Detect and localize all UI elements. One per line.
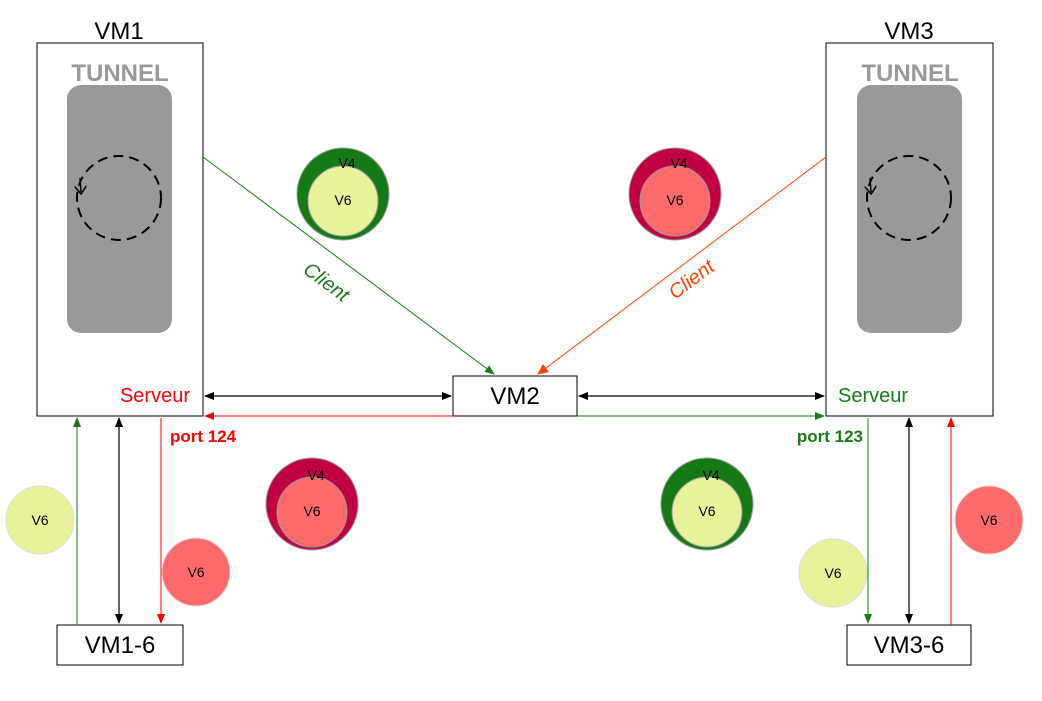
badge-top-right: V4 V6 xyxy=(628,147,722,241)
vm1-6-node: VM1-6 xyxy=(56,624,184,666)
badge-vm3-6-v6-down: V6 xyxy=(798,538,868,608)
vm1-tunnel-loop-icon xyxy=(76,154,162,241)
vm3-port-label: port 123 xyxy=(797,427,863,446)
badge-top-left-v6-label: V6 xyxy=(334,192,351,208)
edge-client-vm3-to-vm2 xyxy=(537,156,827,375)
badge-vm1-6-v6-up-label: V6 xyxy=(31,512,48,528)
vm3-loop-arrowhead xyxy=(870,177,871,192)
vm2-label: VM2 xyxy=(490,383,539,410)
badge-mid-left-v6-circle xyxy=(276,476,348,548)
vm3-node: VM3 TUNNEL Serveur port 123 xyxy=(797,18,994,446)
vm1-port-label: port 124 xyxy=(170,427,237,446)
badge-mid-left-v6-label: V6 xyxy=(303,503,320,519)
badge-top-right-v6-circle xyxy=(639,165,711,237)
edge-client-left-label: Client xyxy=(299,258,354,307)
badge-vm3-6-v6-up: V6 xyxy=(954,485,1024,555)
badge-mid-left: V4 V6 xyxy=(265,457,359,551)
vm1-6-label: VM1-6 xyxy=(85,632,156,659)
badge-top-left: V4 V6 xyxy=(296,147,390,241)
badge-vm1-6-v6-up: V6 xyxy=(5,485,75,555)
badge-vm1-6-v6-down-label: V6 xyxy=(187,564,204,580)
vm1-tunnel-block xyxy=(67,85,172,333)
vm3-tunnel-block xyxy=(857,85,962,333)
vm3-title: VM3 xyxy=(884,18,933,45)
badge-vm3-6-v6-down-circle xyxy=(798,538,868,608)
vm3-role-label: Serveur xyxy=(838,385,908,407)
badge-vm3-6-v6-up-label: V6 xyxy=(980,512,997,528)
edge-client-vm1-to-vm2 xyxy=(202,156,495,375)
vm1-role-label: Serveur xyxy=(120,385,190,407)
vm1-6-box xyxy=(56,624,184,666)
badge-top-left-v4-label: V4 xyxy=(338,155,355,171)
edge-client-right-label: Client xyxy=(665,255,720,304)
badge-vm3-6-v6-down-label: V6 xyxy=(824,565,841,581)
badge-vm1-6-v6-down: V6 xyxy=(161,537,231,607)
badge-vm3-6-v6-up-circle xyxy=(954,485,1024,555)
badge-top-right-v4-label: V4 xyxy=(670,155,687,171)
badge-mid-right-v6-label: V6 xyxy=(698,503,715,519)
badge-top-right-v6-label: V6 xyxy=(666,192,683,208)
badge-mid-right: V4 V6 xyxy=(660,457,754,551)
badge-vm1-6-v6-down-circle xyxy=(161,537,231,607)
badge-mid-right-v6-circle xyxy=(671,476,743,548)
badge-mid-left-v4-label: V4 xyxy=(307,467,324,483)
vm3-6-label: VM3-6 xyxy=(874,632,945,659)
vm2-box xyxy=(452,375,578,417)
vm3-tunnel-loop-icon xyxy=(866,154,952,241)
vm1-tunnel-label: TUNNEL xyxy=(71,60,168,87)
vm1-title: VM1 xyxy=(94,18,143,45)
vm1-loop-arrowhead xyxy=(80,177,81,192)
badge-mid-right-v4-label: V4 xyxy=(702,467,719,483)
vm3-6-node: VM3-6 xyxy=(846,624,972,666)
vm2-node: VM2 xyxy=(452,375,578,417)
badge-top-left-v6-circle xyxy=(307,165,379,237)
vm3-tunnel-label: TUNNEL xyxy=(861,60,958,87)
vm1-node: VM1 TUNNEL Serveur port 124 xyxy=(36,18,237,446)
badge-vm1-6-v6-up-circle xyxy=(5,485,75,555)
vm3-6-box xyxy=(846,624,972,666)
